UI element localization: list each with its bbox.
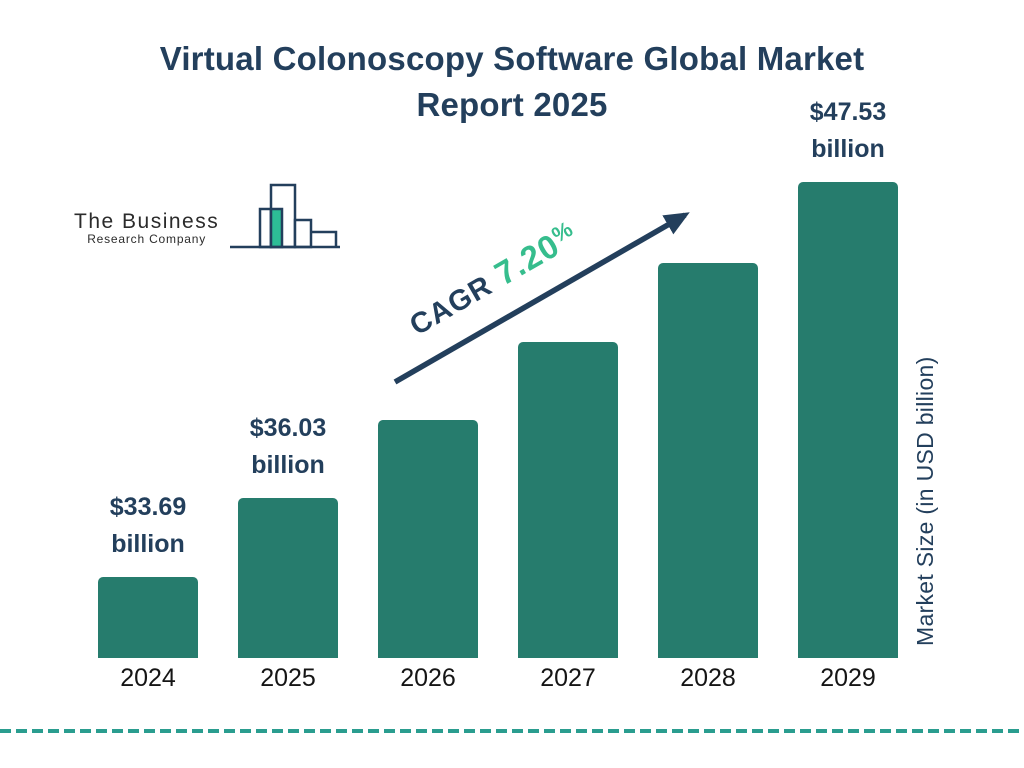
x-axis-label-2028: 2028 — [680, 664, 736, 692]
page-title: Virtual Colonoscopy Software Global Mark… — [0, 36, 1024, 128]
bar-column-2029 — [798, 182, 898, 658]
value-label-line: $47.53 — [809, 98, 887, 126]
value-label-2024: $33.69 billion — [78, 489, 218, 563]
x-axis-label-2026: 2026 — [400, 664, 456, 692]
value-label-line: billion — [811, 135, 885, 163]
value-label-line: billion — [111, 530, 185, 558]
y-axis-label: Market Size (in USD billion) — [912, 356, 938, 646]
x-axis-label-2027: 2027 — [540, 664, 596, 692]
bar-column-2026 — [378, 420, 478, 658]
x-axis-label-2029: 2029 — [820, 664, 876, 692]
bar-chart-logo-icon — [230, 183, 341, 249]
bar-column-2028 — [658, 263, 758, 658]
company-logo-text: The Business Research Company — [74, 211, 219, 246]
value-label-line: $33.69 — [109, 493, 187, 521]
footer-dashed-divider — [0, 729, 1024, 733]
trend-arrow-icon — [393, 212, 690, 385]
value-label-2029: $47.53 billion — [778, 94, 918, 168]
page-title-line2: Report 2025 — [416, 86, 608, 123]
company-logo: The Business Research Company — [74, 180, 348, 252]
value-label-line: $36.03 — [249, 414, 327, 442]
page-title-line1: Virtual Colonoscopy Software Global Mark… — [159, 40, 865, 77]
bar-2027 — [518, 342, 618, 658]
bar-2029 — [798, 182, 898, 658]
x-axis-label-2024: 2024 — [120, 664, 176, 692]
bar-2024 — [98, 577, 198, 658]
x-axis-label-2025: 2025 — [260, 664, 316, 692]
bar-column-2027 — [518, 342, 618, 658]
bar-2025 — [238, 498, 338, 658]
value-label-line: billion — [251, 451, 325, 479]
bar-column-2025 — [238, 498, 338, 658]
logo-subname: Research Company — [87, 232, 207, 246]
bar-2026 — [378, 420, 478, 658]
bar-2028 — [658, 263, 758, 658]
logo-name: The Business — [74, 210, 220, 233]
bar-column-2024 — [98, 577, 198, 658]
value-label-2025: $36.03 billion — [218, 410, 358, 484]
